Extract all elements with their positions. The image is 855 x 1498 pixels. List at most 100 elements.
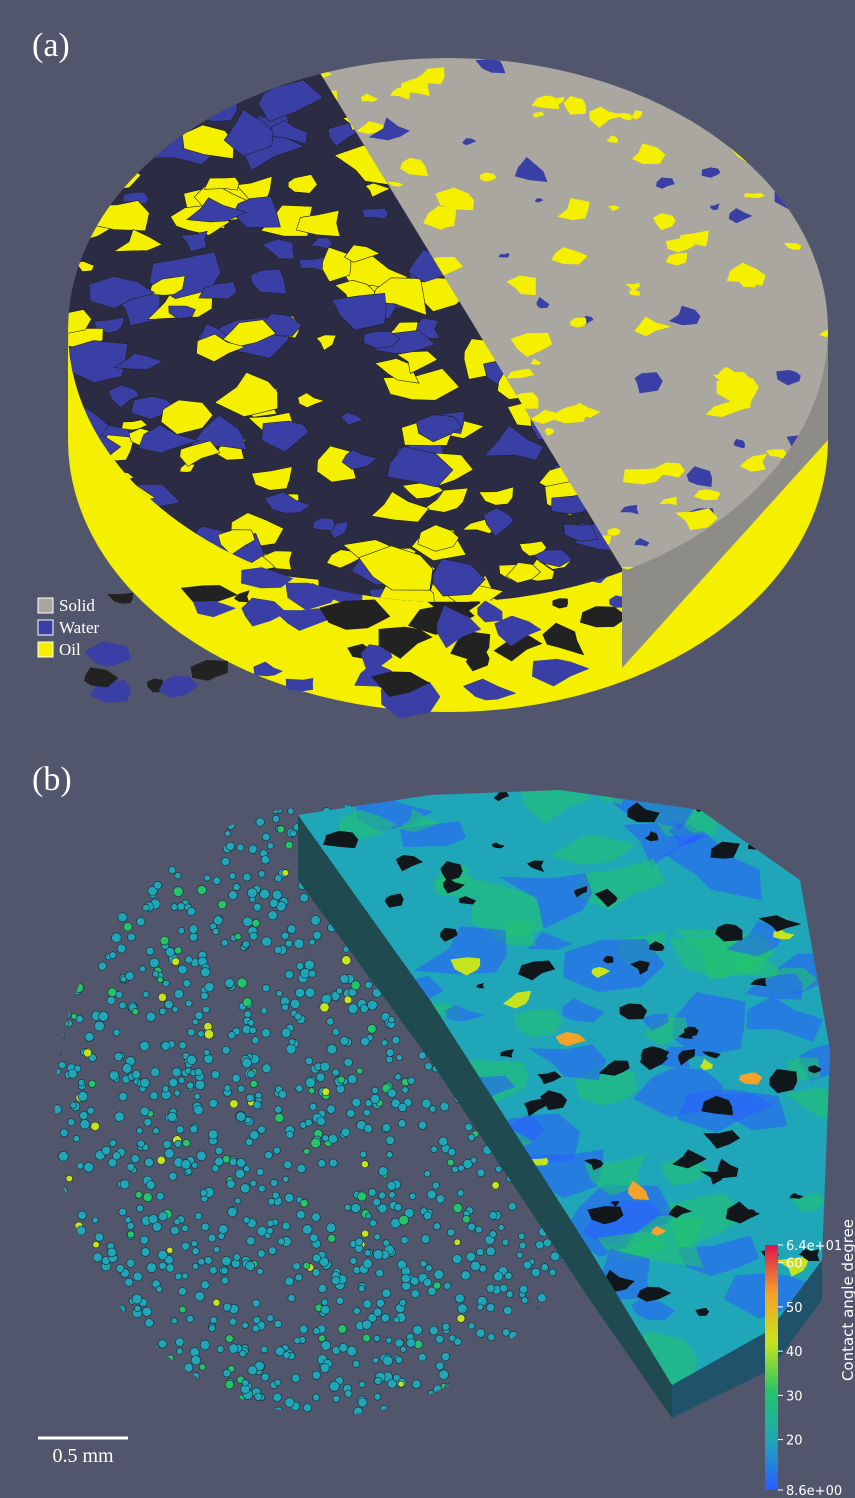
particle <box>247 888 257 898</box>
particle <box>310 1234 318 1242</box>
particle <box>115 1112 125 1122</box>
particle <box>365 1213 371 1219</box>
particle <box>275 1379 281 1385</box>
particle <box>192 1162 198 1168</box>
particle <box>371 1094 380 1103</box>
particle <box>233 883 240 890</box>
particle <box>294 1337 301 1344</box>
particle <box>250 932 258 940</box>
particle <box>374 1335 380 1341</box>
particle <box>139 966 145 972</box>
particle <box>388 1089 397 1098</box>
patch <box>347 1121 413 1166</box>
particle <box>341 1128 350 1137</box>
particle <box>120 805 127 812</box>
particle <box>79 1269 85 1275</box>
particle <box>132 1070 141 1079</box>
particle <box>63 930 72 939</box>
particle <box>561 1400 569 1408</box>
particle <box>433 1223 440 1230</box>
particle <box>68 1119 75 1126</box>
grain <box>187 96 238 121</box>
particle <box>79 1339 87 1347</box>
particle <box>93 1315 102 1324</box>
particle <box>350 1257 357 1264</box>
particle <box>440 1102 449 1111</box>
particle <box>543 1338 551 1346</box>
particle <box>119 886 129 896</box>
particle <box>309 939 315 945</box>
particle <box>487 1303 495 1311</box>
particle <box>321 994 331 1004</box>
particle <box>425 1062 433 1070</box>
particle <box>312 1269 320 1277</box>
particle <box>327 1105 336 1114</box>
particle <box>86 1326 96 1336</box>
particle <box>476 1248 484 1256</box>
particle <box>63 872 71 880</box>
particle <box>261 1373 269 1381</box>
particle <box>228 1207 237 1216</box>
particle <box>104 913 114 923</box>
pore <box>810 816 823 823</box>
particle <box>94 1021 104 1031</box>
particle <box>412 1380 421 1389</box>
particle <box>55 1377 64 1386</box>
particle <box>468 1134 475 1141</box>
particle <box>111 1334 118 1341</box>
particle <box>433 1385 442 1394</box>
particle <box>209 1099 217 1107</box>
particle <box>253 1404 260 1411</box>
phase <box>683 101 703 117</box>
particle <box>81 1331 88 1338</box>
particle <box>273 1393 282 1402</box>
particle <box>221 939 228 946</box>
particle <box>392 1036 400 1044</box>
particle <box>143 1193 152 1202</box>
particle <box>522 1297 529 1304</box>
particle <box>550 1332 558 1340</box>
particle <box>226 842 234 850</box>
legend-swatch <box>38 642 53 657</box>
particle <box>554 1324 563 1333</box>
particle <box>237 844 244 851</box>
particle <box>184 1390 191 1397</box>
particle <box>136 1205 143 1212</box>
particle <box>454 1338 461 1345</box>
particle <box>508 1203 516 1211</box>
particle <box>360 1005 368 1013</box>
particle <box>227 1180 236 1189</box>
particle <box>268 1247 276 1255</box>
particle <box>286 1131 293 1138</box>
particle <box>429 1326 438 1335</box>
particle <box>223 1303 231 1311</box>
particle <box>109 952 116 959</box>
particle <box>282 1222 290 1230</box>
particle <box>539 1339 546 1346</box>
particle <box>285 1277 294 1286</box>
particle <box>265 1151 273 1159</box>
particle <box>332 1276 340 1284</box>
particle <box>393 1374 400 1381</box>
particle <box>225 831 231 837</box>
particle <box>71 1390 80 1399</box>
particle <box>133 1272 142 1281</box>
particle <box>108 988 117 997</box>
particle <box>98 856 104 862</box>
particle <box>184 1363 193 1372</box>
particle <box>185 1000 192 1007</box>
pore <box>337 788 363 804</box>
particle <box>176 1126 184 1134</box>
particle <box>172 958 180 966</box>
particle <box>177 903 185 911</box>
particle <box>117 1305 126 1314</box>
particle <box>486 1247 495 1256</box>
particle <box>146 1012 156 1022</box>
particle <box>332 1028 339 1035</box>
particle <box>239 799 245 805</box>
particle <box>168 1112 177 1121</box>
particle <box>312 1213 321 1222</box>
particle <box>247 1070 255 1078</box>
particle <box>458 1165 464 1171</box>
particle <box>179 1306 186 1313</box>
